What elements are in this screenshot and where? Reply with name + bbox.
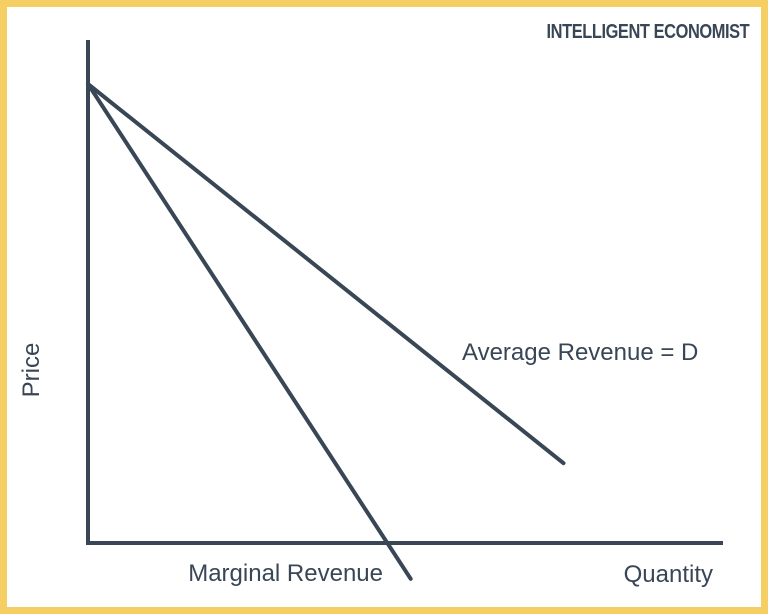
marginal-revenue-label: Marginal Revenue: [188, 560, 383, 587]
average-revenue-d-label: Average Revenue = D: [462, 339, 698, 366]
series-labels: Average Revenue = D Marginal Revenue: [188, 339, 698, 587]
revenue-chart: Average Revenue = D Marginal Revenue Pric…: [18, 40, 723, 588]
average-revenue-d-line: [86, 82, 566, 466]
series-layer: [86, 82, 566, 581]
marginal-revenue-line: [86, 82, 413, 581]
brand-logo: INTELLIGENT ECONOMIST: [546, 21, 749, 43]
x-axis-label: Quantity: [624, 561, 713, 588]
y-axis-label: Price: [18, 343, 45, 398]
